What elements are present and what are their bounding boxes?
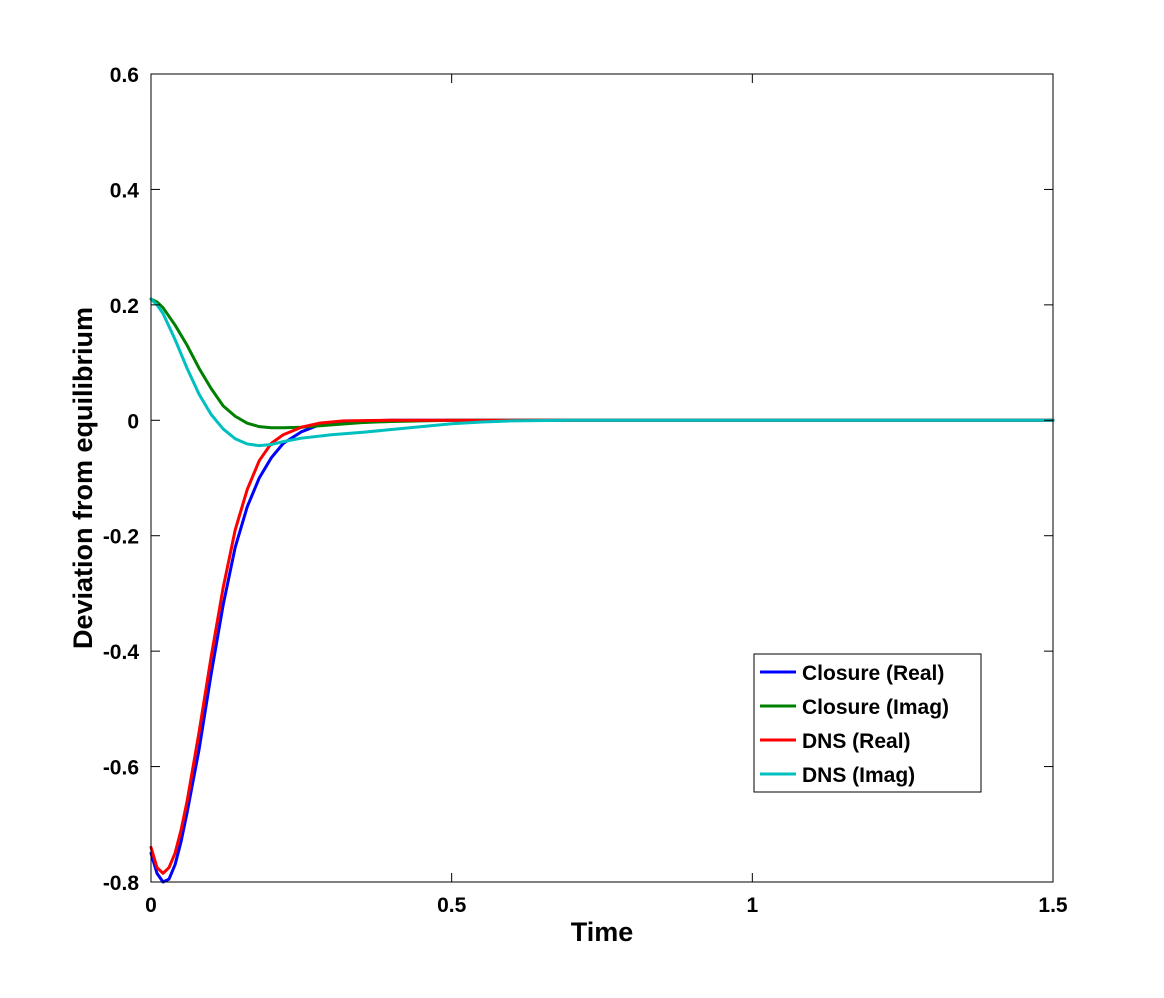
legend-label-1: Closure (Imag) — [802, 696, 949, 719]
legend-label-0: Closure (Real) — [802, 662, 944, 685]
series-line-2 — [149, 418, 1055, 875]
y-axis-title: Deviation from equilibrium — [68, 307, 98, 649]
y-tick-label: 0.4 — [110, 179, 140, 202]
series-layer — [149, 297, 1055, 884]
x-tick-label: 0.5 — [437, 894, 467, 917]
y-tick-label: 0.2 — [110, 295, 139, 318]
x-axis-title: Time — [571, 917, 634, 947]
legend-label-2: DNS (Real) — [802, 730, 911, 753]
legend-label-3: DNS (Imag) — [802, 764, 915, 787]
x-tick-label: 1 — [746, 894, 758, 917]
series-line-3 — [149, 297, 1055, 448]
plot-frame — [150, 73, 1054, 883]
legend: Closure (Real) Closure (Imag) DNS (Real) DN… — [753, 653, 982, 793]
y-tick-label: -0.8 — [103, 872, 140, 895]
y-tick-label: -0.4 — [103, 641, 140, 664]
x-tick-label: 0 — [145, 894, 157, 917]
y-tick-label: 0.6 — [110, 64, 139, 87]
y-tick-label: -0.2 — [103, 526, 139, 549]
y-tick-label: -0.6 — [103, 757, 139, 780]
tick-layer: 0 0.5 1 1.5 -0.8 -0.6 -0.4 -0.2 0 0.2 0.4 0.6 — [103, 64, 1068, 917]
y-tick-label: 0 — [127, 410, 139, 433]
legend-box — [753, 653, 982, 793]
x-tick-label: 1.5 — [1038, 894, 1068, 917]
